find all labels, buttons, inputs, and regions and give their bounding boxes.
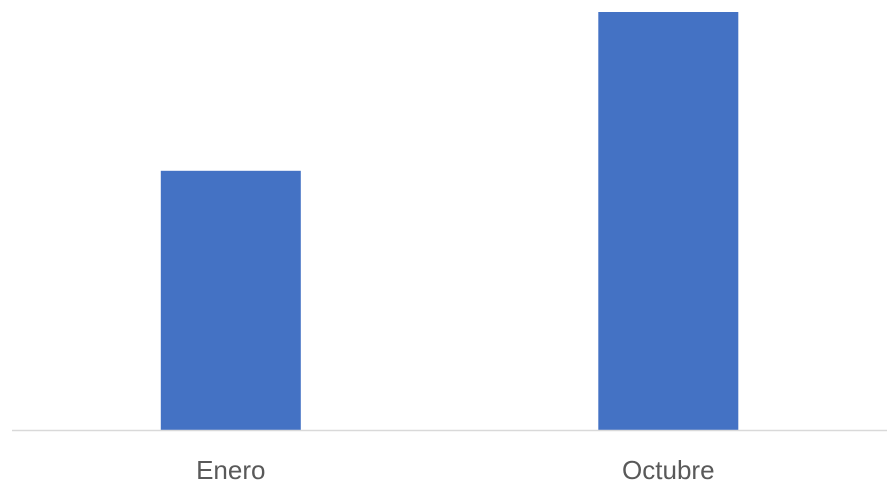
x-axis-labels: Enero Octubre	[196, 455, 714, 485]
x-tick-label-enero: Enero	[196, 455, 265, 485]
bar-enero	[160, 170, 301, 431]
x-tick-label-octubre: Octubre	[622, 455, 715, 485]
bar-octubre	[598, 12, 739, 430]
bars-layer	[160, 12, 739, 431]
